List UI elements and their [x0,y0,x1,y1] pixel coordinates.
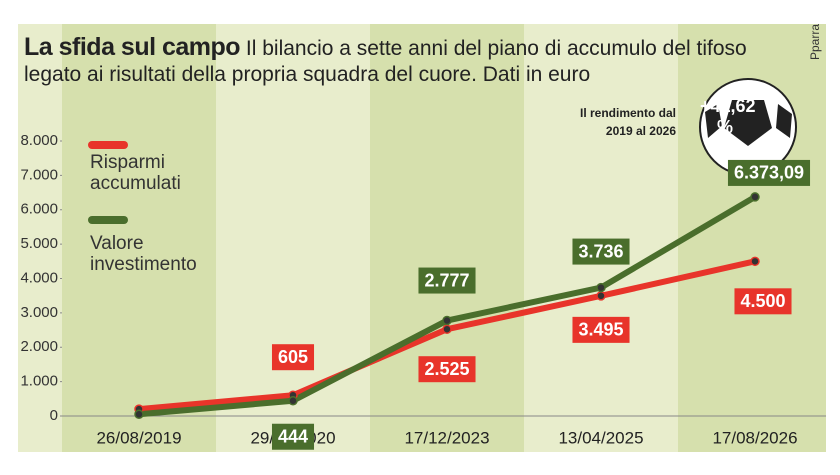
band [370,24,524,452]
label-box [271,423,315,450]
data-label: 605 [278,347,308,367]
legend-label: Risparmi accumulati [90,152,181,194]
data-label: 2.525 [424,359,469,379]
y-tick-label: 5.000 [20,235,58,252]
y-tick-label: 7.000 [20,166,58,183]
y-tick-label: 6.000 [20,201,58,218]
y-tick-label: 2.000 [20,338,58,355]
data-label: 3.736 [578,241,623,261]
y-tick-label: 4.000 [20,269,58,286]
label-box [572,238,630,265]
data-label: 3.495 [578,320,623,340]
legend-label: Valore investimento [90,233,197,275]
label-box [418,267,476,294]
data-label: 444 [278,426,308,446]
y-tick-label: 1.000 [20,373,58,390]
data-label: 2.777 [424,270,469,290]
data-label: 4.500 [740,291,785,311]
title: La sfida sul campo [24,33,241,61]
title-block: La sfida sul campo Il bilancio a sette a… [24,34,784,88]
y-tick-label: 8.000 [20,132,58,149]
label-box [727,159,811,186]
subtitle: Il bilancio a sette anni del piano di ac… [24,37,747,86]
x-tick-label: 26/08/2019 [96,428,181,447]
label-box [271,344,315,371]
data-label: 6.373,09 [734,163,804,183]
point [442,315,452,326]
point [288,395,298,406]
label-box [418,356,476,383]
credit: Pparra [808,23,822,60]
band [62,24,216,452]
point [750,256,760,267]
ball-patch [724,100,772,146]
annotation-value: +41,62 % [700,96,756,137]
point [750,192,760,202]
y-tick-label: 3.000 [20,304,58,321]
ball-patch [705,104,792,174]
point [134,409,144,420]
annotation: Il rendimento dal 2019 al 2026 [579,106,676,138]
x-tick-label: 17/12/2023 [404,428,489,447]
x-tick-label: 13/04/2025 [558,428,643,447]
label-box [572,316,630,343]
point [596,282,606,293]
y-tick-label: 0 [50,407,58,424]
x-tick-label: 17/08/2026 [712,428,797,447]
point [442,324,452,334]
label-box [734,288,792,315]
point [596,291,606,301]
